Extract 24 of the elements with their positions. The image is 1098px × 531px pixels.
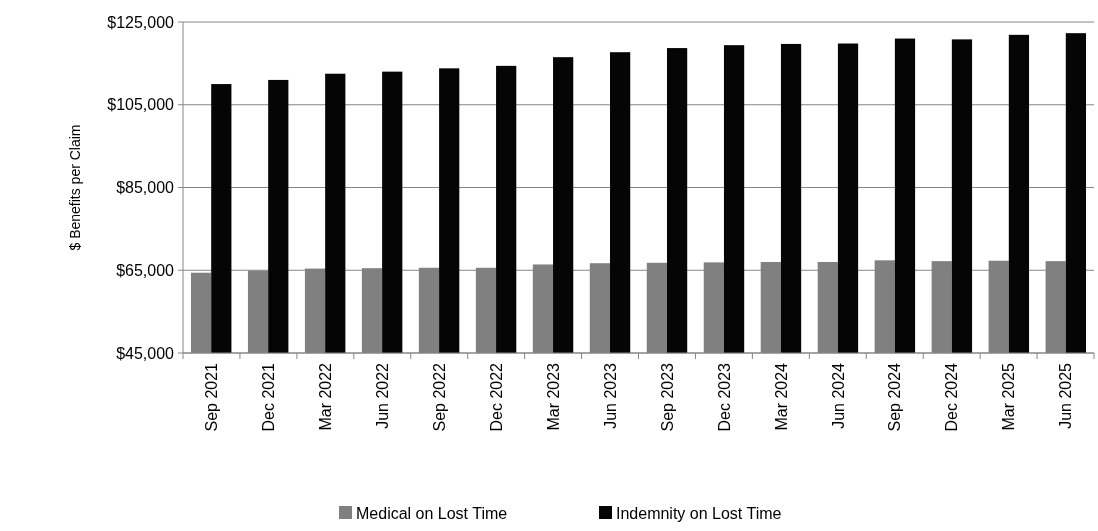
x-tick-label: Dec 2023 [715,362,733,432]
x-tick-label: Sep 2023 [658,362,676,432]
y-tick-label: $105,000 [107,96,175,114]
y-axis-title: $ Benefits per Claim [67,124,83,251]
x-tick-label: Dec 2022 [487,362,505,432]
x-tick-label: Sep 2024 [886,362,904,432]
x-tick-label: Sep 2022 [430,362,448,432]
x-tick-label: Mar 2025 [1000,362,1018,431]
x-tick-label: Mar 2022 [316,362,334,431]
x-tick-label: Mar 2024 [772,362,790,431]
x-tick-label: Jun 2024 [829,362,847,429]
legend-label: Indemnity on Lost Time [616,505,782,522]
x-tick-label: Sep 2021 [202,362,220,432]
y-tick-label: $125,000 [107,13,175,31]
y-tick-label: $45,000 [116,344,175,362]
x-tick-label: Dec 2024 [943,362,961,432]
x-tick-label: Jun 2025 [1057,362,1075,429]
y-tick-label: $85,000 [116,179,175,197]
x-tick-label: Dec 2021 [259,362,277,432]
y-tick-label: $65,000 [116,261,175,279]
x-tick-label: Jun 2023 [601,362,619,429]
legend-label: Medical on Lost Time [356,505,508,522]
x-tick-label: Mar 2023 [544,362,562,431]
x-tick-label: Jun 2022 [373,362,391,429]
